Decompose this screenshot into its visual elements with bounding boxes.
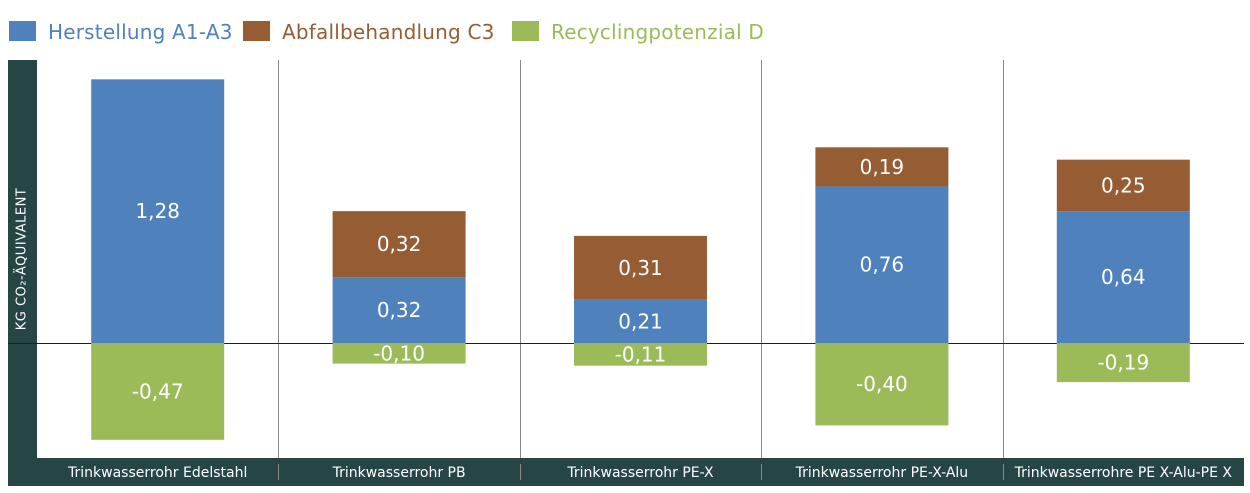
data-label-abfall: 0,19 [860,155,905,179]
legend-label-recycling: Recyclingpotenzial D [551,20,764,44]
plot-area: 1,28 -0,47 Trinkwasserrohr Edelstahl 0,32 0,… [8,60,1244,481]
x-tick-label: Trinkwasserrohr PE-X [566,465,714,481]
x-tick-label: Trinkwasserrohre PE X-Alu-PE X [1014,465,1233,481]
data-label-abfall: 0,25 [1101,173,1146,197]
y-axis-label-area: KG CO₂-ÄQUIVALENT [8,60,36,458]
data-label-herstellung: 1,28 [135,199,180,223]
bar-recycling [815,343,949,426]
data-label-herstellung: 0,32 [377,298,422,322]
bar-abfall [1056,159,1190,212]
chart-frame: KG CO₂-ÄQUIVALENT 1,28 -0,47 Trinkwasserro… [8,60,1244,486]
bar-recycling [1056,343,1190,383]
bar-chart: 1,28 -0,47 Trinkwasserrohr Edelstahl 0,32 0,… [8,60,1244,481]
y-axis-label: KG CO₂-ÄQUIVALENT [14,187,30,331]
data-label-herstellung: 0,64 [1101,265,1146,289]
bar-herstellung [332,277,466,343]
bar-recycling [91,343,225,440]
bar-abfall [332,211,466,278]
bar-herstellung [815,186,949,343]
data-label-recycling: -0,19 [1097,351,1149,375]
bar-herstellung [1056,211,1190,343]
x-tick-label: Trinkwasserrohr PB [332,465,466,481]
legend-swatch-recycling [512,21,539,41]
bar-recycling [574,343,707,366]
bar-herstellung [574,299,707,343]
data-label-recycling: -0,10 [373,341,425,365]
data-label-herstellung: 0,76 [860,253,905,277]
data-label-abfall: 0,31 [618,256,663,280]
legend-label-abfall: Abfallbehandlung C3 [282,20,495,44]
bar-herstellung [91,79,225,343]
legend-swatch-herstellung [9,21,36,41]
data-label-abfall: 0,32 [377,232,422,256]
data-label-recycling: -0,47 [132,379,184,403]
legend-swatch-abfall [243,21,270,41]
legend-label-herstellung: Herstellung A1-A3 [48,20,233,44]
x-tick-label: Trinkwasserrohr Edelstahl [67,465,247,481]
data-label-recycling: -0,11 [615,342,667,366]
bar-abfall [815,147,949,187]
chart-legend: Herstellung A1-A3 Abfallbehandlung C3 Re… [0,0,1250,62]
bar-abfall [574,235,707,300]
data-label-herstellung: 0,21 [618,309,663,333]
bar-recycling [332,343,466,364]
data-label-recycling: -0,40 [856,372,908,396]
x-tick-label: Trinkwasserrohr PE-X-Alu [795,465,969,481]
